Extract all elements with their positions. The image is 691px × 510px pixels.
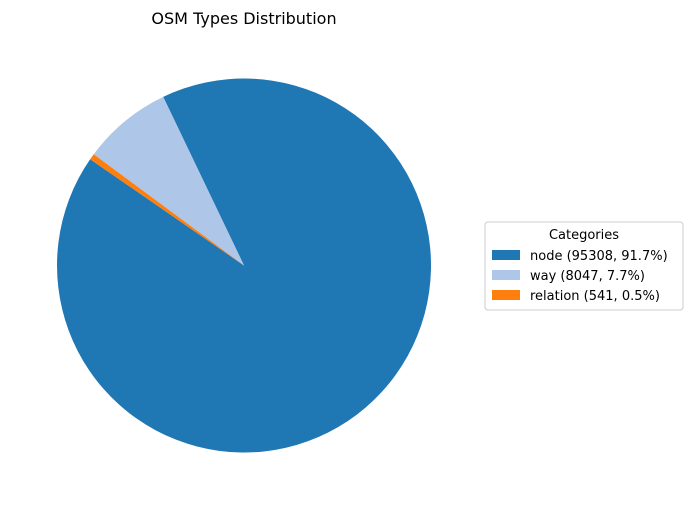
legend-swatch-node [492,250,520,260]
legend-label-way: way (8047, 7.7%) [530,269,645,284]
pie-slice-relation [90,154,245,266]
legend: Categories node (95308, 91.7%) way (8047,… [484,221,684,311]
legend-label-relation: relation (541, 0.5%) [530,289,660,304]
legend-entries: node (95308, 91.7%) way (8047, 7.7%) relat… [492,249,668,304]
pie-slice-node [57,78,432,453]
legend-swatch-way [492,270,520,280]
chart-title: OSM Types Distribution [151,9,336,28]
pie-slices [57,78,432,453]
legend-title: Categories [549,228,619,243]
pie-slice-way [93,96,245,266]
legend-frame [484,221,684,311]
legend-swatch-relation [492,290,520,300]
legend-label-node: node (95308, 91.7%) [530,249,668,264]
